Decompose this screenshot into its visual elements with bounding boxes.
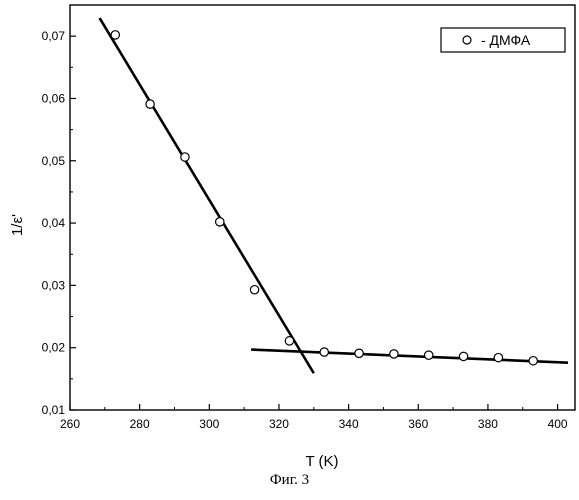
data-points xyxy=(111,31,537,365)
legend: - ДМФА xyxy=(441,28,565,52)
x-tick-label: 320 xyxy=(269,417,289,431)
data-point xyxy=(355,349,363,357)
y-tick-label: 0,07 xyxy=(42,29,66,43)
x-tick-label: 360 xyxy=(408,417,428,431)
y-tick-label: 0,04 xyxy=(42,216,66,230)
x-tick-label: 300 xyxy=(199,417,219,431)
data-point xyxy=(425,351,433,359)
fit-line xyxy=(251,350,568,363)
x-axis-label: T (K) xyxy=(305,453,338,470)
data-point xyxy=(146,100,154,108)
x-tick-label: 280 xyxy=(130,417,150,431)
y-axis-label: 1/ε' xyxy=(9,214,26,236)
y-tick-label: 0,01 xyxy=(42,403,66,417)
y-axis-ticks: 0,01 0,02 0,03 0,04 0,05 0,06 0,07 xyxy=(42,29,76,417)
x-tick-label: 400 xyxy=(548,417,568,431)
data-point xyxy=(529,357,537,365)
data-point xyxy=(390,350,398,358)
legend-label: - ДМФА xyxy=(481,32,531,48)
y-tick-label: 0,03 xyxy=(42,278,66,292)
data-point xyxy=(494,353,502,361)
y-tick-label: 0,05 xyxy=(42,154,66,168)
x-axis-ticks: 260 280 300 320 340 360 380 400 xyxy=(60,404,568,431)
data-point xyxy=(250,286,258,294)
x-tick-label: 340 xyxy=(339,417,359,431)
data-point xyxy=(285,337,293,345)
fit-line xyxy=(100,18,314,373)
figure-caption: Фиг. 3 xyxy=(0,472,579,489)
data-point xyxy=(459,352,467,360)
y-tick-label: 0,02 xyxy=(42,341,66,355)
x-tick-label: 260 xyxy=(60,417,80,431)
data-point xyxy=(320,348,328,356)
data-point xyxy=(181,153,189,161)
fit-lines xyxy=(100,18,568,373)
data-point xyxy=(111,31,119,39)
data-point xyxy=(216,218,224,226)
x-tick-label: 380 xyxy=(478,417,498,431)
y-tick-label: 0,06 xyxy=(42,91,66,105)
